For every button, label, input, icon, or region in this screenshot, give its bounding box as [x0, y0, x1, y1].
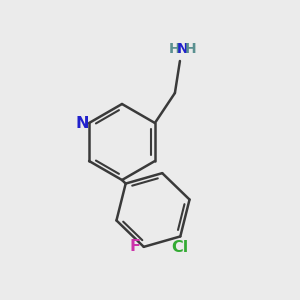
- Text: N: N: [177, 42, 189, 56]
- Text: H: H: [169, 42, 181, 56]
- Text: F: F: [129, 239, 140, 254]
- Text: H: H: [185, 42, 197, 56]
- Text: Cl: Cl: [172, 240, 189, 255]
- Text: N: N: [75, 116, 89, 130]
